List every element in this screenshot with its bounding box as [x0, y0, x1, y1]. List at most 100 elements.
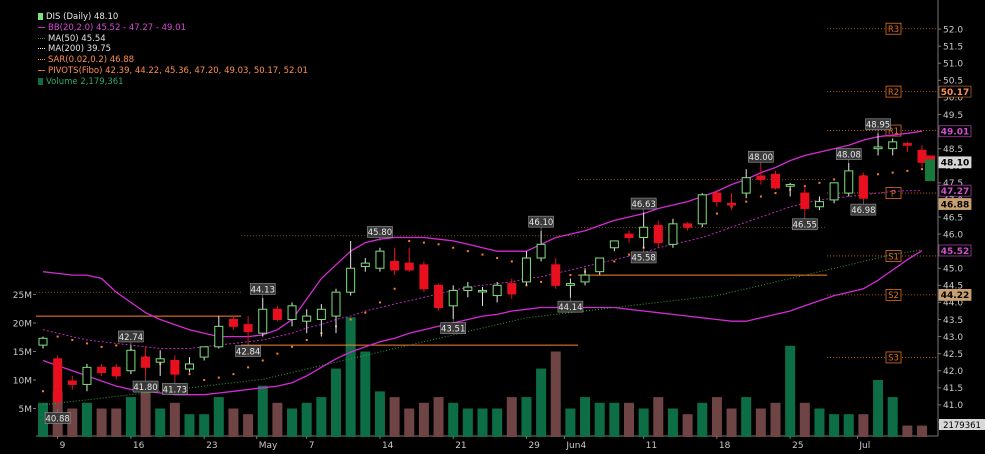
annotation-text: 44.14	[558, 303, 582, 313]
candle-body	[287, 305, 297, 321]
candle-body	[521, 257, 531, 283]
annotation-box	[557, 300, 584, 313]
candle-body	[888, 141, 898, 150]
sar-dot	[613, 260, 616, 263]
candle	[463, 281, 473, 298]
volume-bar	[741, 397, 752, 437]
sar-dot	[466, 250, 469, 253]
pivot-tag-r2	[885, 85, 902, 98]
price-flag-text: 49.01	[941, 128, 969, 138]
candle-body	[741, 177, 751, 194]
price-annotation: 46.98	[850, 200, 877, 216]
candle-body	[551, 264, 561, 286]
volume-tick-label: 25M	[13, 291, 32, 301]
price-flag: 48.10	[938, 156, 972, 169]
bollinger-bands	[42, 130, 923, 396]
sar-dot	[628, 253, 630, 256]
candle	[595, 257, 605, 276]
pivot-tag-s1	[885, 250, 902, 262]
date-tick-label: 23	[206, 441, 217, 451]
price-flag-text: 48.10	[941, 159, 969, 169]
line-swatch-icon	[38, 69, 45, 71]
candle	[82, 363, 92, 392]
price-flag: 49.01	[938, 125, 972, 138]
volume-bar	[389, 397, 400, 437]
candle-body	[463, 286, 473, 291]
sar-dot	[422, 241, 425, 244]
price-annotation: 42.84	[235, 342, 261, 357]
legend-pivots[interactable]: PIVOTS(Fibo) 42.39, 44.22, 45.36, 47.20,…	[38, 66, 308, 77]
candle-body	[434, 284, 444, 309]
sar-dot	[906, 169, 909, 172]
sar-dot	[540, 280, 543, 283]
candle	[668, 218, 678, 248]
annotation-box	[850, 203, 877, 216]
price-annotations: 40.88 42.74 41.80 41.73 44.13 42.84 45.80 43.51…	[44, 118, 891, 424]
price-tick-label: 41.0	[943, 401, 963, 411]
price-tick-label: 50.5	[943, 77, 963, 87]
volume-bar	[169, 402, 180, 437]
legend-ma50[interactable]: MA(50) 45.54	[38, 34, 308, 45]
candle-body	[331, 291, 341, 317]
dotted-swatch-icon	[38, 37, 45, 39]
volume-bar	[506, 397, 517, 437]
price-flag: 50.17	[938, 85, 972, 98]
price-tick-label: 44.0	[943, 299, 963, 309]
price-flag-text: 50.17	[941, 88, 969, 98]
price-tick-label: 47.5	[943, 179, 963, 189]
candle-body	[375, 250, 385, 269]
volume-bar	[433, 397, 444, 437]
candle-body	[243, 324, 253, 332]
pivot-label-s2: S2	[888, 291, 899, 301]
sar-dot	[56, 335, 59, 338]
price-tick-label: 51.5	[943, 42, 963, 52]
legend-bollinger[interactable]: BB(20,2.0) 45.52 - 47.27 - 49.01	[38, 23, 308, 34]
legend-ma200[interactable]: MA(200) 39.75	[38, 44, 308, 55]
annotation-box	[440, 322, 467, 334]
price-annotation: 46.63	[630, 197, 657, 213]
price-tick-label: 52.0	[943, 25, 963, 35]
candle	[434, 283, 444, 311]
volume-bar	[858, 414, 869, 437]
candle-body	[38, 337, 48, 346]
volume-bar	[580, 397, 591, 437]
candle-body	[814, 201, 824, 208]
candle	[67, 375, 77, 390]
volume-bar	[257, 385, 268, 437]
pivot-label-p: P	[891, 189, 896, 199]
candle	[111, 363, 121, 380]
date-tick-label: Jun4	[565, 441, 586, 451]
price-tick-label: 43.0	[943, 333, 963, 343]
volume-bar	[653, 397, 664, 437]
candle-body	[507, 283, 517, 295]
candle-body	[858, 175, 868, 199]
price-flag-box	[938, 125, 972, 138]
legend-title[interactable]: DIS (Daily) 48.10	[38, 12, 308, 23]
candle	[653, 220, 663, 248]
annotation-box	[630, 197, 657, 210]
annotation-text: 46.63	[631, 200, 655, 210]
sar-dot	[188, 373, 191, 376]
legend-volume[interactable]: Volume 2,179,361	[38, 77, 308, 88]
price-flag-box	[938, 85, 972, 98]
candle	[404, 247, 414, 272]
volume-bar	[462, 408, 473, 437]
price-annotation: 46.55	[791, 215, 818, 231]
pivot-label-r1: R1	[888, 127, 899, 137]
date-tick-label: 18	[719, 441, 731, 451]
volume-bar	[785, 345, 796, 437]
volume-flag-box	[939, 419, 985, 430]
candle-body	[126, 349, 136, 372]
price-tick-label: 43.5	[943, 316, 963, 326]
volume-bar	[624, 402, 634, 437]
volume-bar	[829, 414, 840, 437]
volume-tick-label: 5M	[19, 405, 33, 415]
candle-body	[67, 380, 77, 385]
legend-sar[interactable]: SAR(0.02,0.2) 46.88	[38, 55, 308, 66]
sar-dot	[774, 192, 777, 195]
volume-bar	[81, 402, 92, 437]
candle-body	[697, 194, 707, 225]
volume-bar	[536, 368, 547, 437]
